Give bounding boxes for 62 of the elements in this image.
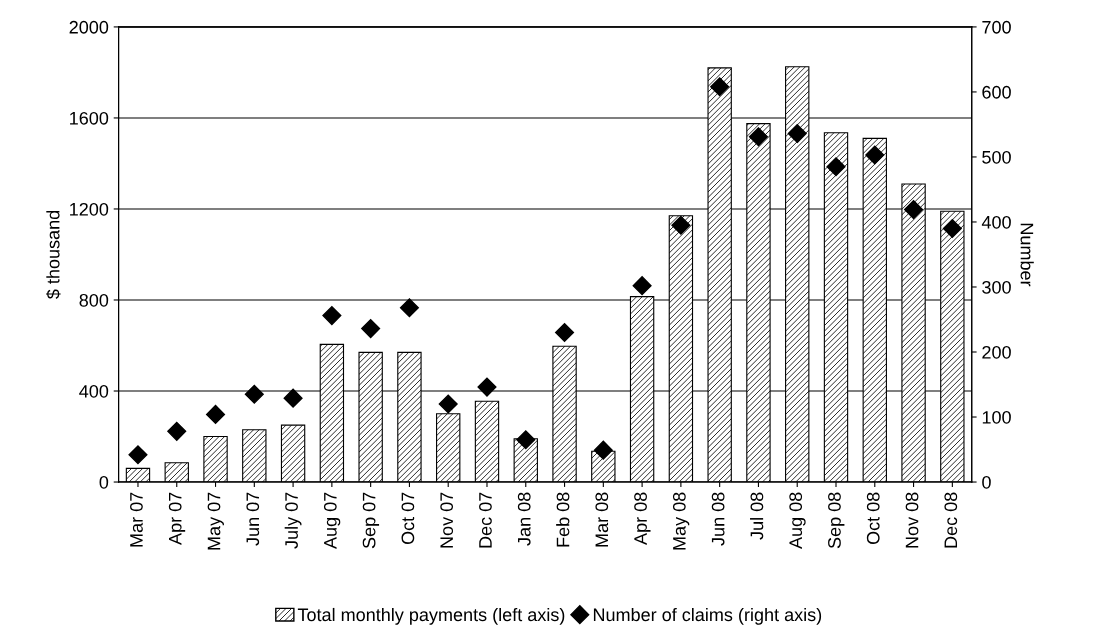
point (671, 215, 691, 235)
x-tick-label: Mar 07 (130, 492, 143, 547)
x-tick-label: Sep 07 (362, 492, 380, 549)
y2-tick-label: 100 (982, 410, 1011, 424)
point (942, 218, 962, 239)
point (826, 157, 846, 177)
x-tick-label: Oct 07 (401, 492, 415, 545)
x-tick-label: Nov 08 (905, 492, 919, 548)
x-tick-label: Feb 08 (556, 492, 570, 547)
x-tick-label: Apr 08 (634, 492, 651, 545)
point (748, 127, 768, 147)
x-tick-label: Apr 07 (168, 492, 186, 545)
y2-tick-label: 200 (982, 345, 1011, 359)
point (593, 440, 613, 460)
point (477, 377, 497, 397)
point (710, 77, 730, 97)
y2-tick-label: 500 (982, 150, 1011, 164)
x-tick-label: May 07 (207, 492, 224, 550)
y-tick-label: 800 (79, 293, 109, 307)
y-tick-label: 0 (99, 475, 109, 489)
point (555, 322, 575, 343)
point (205, 404, 226, 424)
point (128, 445, 148, 465)
point (283, 388, 303, 408)
point (904, 200, 924, 220)
x-tick-label: Sep 08 (828, 492, 845, 549)
x-tick-label: Nov 07 (440, 492, 454, 548)
y2-axis-title: Number (1020, 223, 1034, 287)
x-tick-label: Oct 08 (866, 492, 880, 545)
y2-tick-label: 300 (982, 280, 1011, 294)
x-tick-label: July 07 (284, 492, 302, 549)
x-tick-label: May 08 (672, 492, 690, 550)
legend-label: Total monthly payments (left axis) (297, 607, 565, 625)
point (516, 430, 536, 450)
x-tick-label: Jun 08 (711, 492, 725, 546)
y-tick-label: 2000 (69, 20, 109, 34)
point (167, 421, 187, 441)
y-tick-label: 1600 (70, 111, 109, 125)
y-tick-label: 400 (79, 384, 109, 398)
y2-tick-label: 400 (981, 215, 1011, 229)
x-tick-label: Aug 08 (789, 492, 806, 549)
x-tick-label: Jan 08 (517, 492, 531, 546)
x-tick-label: Jul 08 (750, 492, 764, 540)
point (361, 319, 381, 339)
x-tick-label: Mar 08 (595, 492, 609, 547)
x-tick-label: Dec 08 (944, 492, 958, 548)
point (865, 145, 885, 165)
legend-label: Number of claims (right axis) (593, 607, 822, 625)
y2-tick-label: 600 (982, 85, 1011, 99)
y-tick-label: 1200 (70, 202, 109, 216)
y-axis-title: $ thousand (46, 210, 61, 299)
point (787, 124, 807, 144)
point (399, 298, 419, 318)
point (244, 384, 264, 404)
point (438, 394, 458, 414)
x-tick-label: Jun 07 (246, 492, 260, 546)
y2-tick-label: 0 (982, 475, 991, 489)
y2-tick-label: 700 (982, 20, 1011, 34)
point (322, 306, 342, 326)
x-tick-label: Dec 07 (479, 492, 492, 548)
point (632, 276, 652, 296)
x-tick-label: Aug 07 (323, 492, 341, 549)
